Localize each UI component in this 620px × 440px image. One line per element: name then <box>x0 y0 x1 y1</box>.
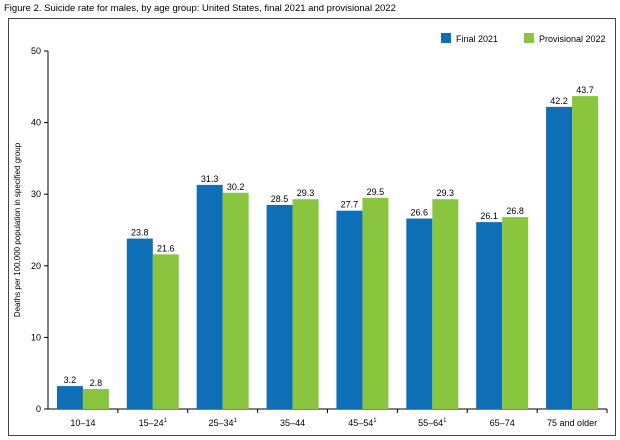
chart-frame <box>8 18 616 436</box>
bar-value-label: 28.5 <box>271 194 289 204</box>
footnote-marker: 1 <box>164 418 168 424</box>
x-tick-label: 55–641 <box>418 418 447 428</box>
bar-value-label: 29.3 <box>297 188 315 198</box>
legend-swatch <box>441 33 451 43</box>
legend-label: Final 2021 <box>456 34 498 44</box>
bar-provisional-2022 <box>432 199 459 409</box>
footnote-marker: 1 <box>443 418 447 424</box>
x-tick-label: 35–44 <box>280 418 305 428</box>
bar-final-2021 <box>266 204 293 409</box>
y-tick-label: 10 <box>31 332 41 342</box>
x-tick-label: 25–341 <box>209 418 238 428</box>
bar-value-label: 2.8 <box>90 378 103 388</box>
bar-provisional-2022 <box>292 199 319 409</box>
bar-provisional-2022 <box>572 96 599 409</box>
legend-label: Provisional 2022 <box>539 34 606 44</box>
bar-provisional-2022 <box>222 192 249 409</box>
bar-value-label: 3.2 <box>64 375 77 385</box>
bar-value-label: 29.5 <box>367 187 385 197</box>
bar-final-2021 <box>476 222 503 409</box>
y-tick-label: 40 <box>31 118 41 128</box>
bar-value-label: 26.1 <box>480 211 498 221</box>
x-axis: 10–14 15–241 25–341 35–44 45–541 55–641 65–74 7… <box>48 408 608 428</box>
bar-final-2021 <box>56 386 83 409</box>
y-tick-label: 0 <box>36 404 41 414</box>
bar-final-2021 <box>546 106 573 410</box>
x-tick-label: 15–241 <box>139 418 168 428</box>
footnote-marker: 1 <box>234 418 238 424</box>
y-tick-label: 20 <box>31 261 41 271</box>
bar-value-label: 26.8 <box>506 206 524 216</box>
y-tick-label: 30 <box>31 189 41 199</box>
bar-final-2021 <box>406 218 433 409</box>
x-tick-label: 10–14 <box>70 418 95 428</box>
legend-swatch <box>524 33 534 43</box>
bar-value-label: 43.7 <box>576 85 594 95</box>
bar-value-label: 26.6 <box>411 208 429 218</box>
bar-value-label: 27.7 <box>341 200 359 210</box>
bar-provisional-2022 <box>152 254 179 409</box>
legend: Final 2021 Provisional 2022 <box>441 33 606 44</box>
bar-final-2021 <box>126 238 153 409</box>
x-tick-label: 65–74 <box>490 418 515 428</box>
bar-provisional-2022 <box>502 217 529 409</box>
y-axis: 0 10 20 30 40 50 <box>31 46 49 414</box>
footnote-marker: 1 <box>373 418 377 424</box>
bar-final-2021 <box>336 210 363 409</box>
x-tick-label: 75 and older <box>547 418 597 428</box>
bar-final-2021 <box>196 184 223 409</box>
figure-title: Figure 2. Suicide rate for males, by age… <box>4 3 396 14</box>
bar-provisional-2022 <box>82 388 109 409</box>
bar-series: 3.2 2.8 23.8 21.6 31.3 30.2 28.5 29.3 27.7 29.5 26… <box>56 85 599 410</box>
y-axis-label: Deaths per 100,000 population in specifi… <box>13 142 22 317</box>
bar-provisional-2022 <box>362 197 389 409</box>
bar-value-label: 42.2 <box>550 96 568 106</box>
bar-value-label: 31.3 <box>201 174 219 184</box>
x-tick-label: 45–541 <box>348 418 377 428</box>
bar-value-label: 30.2 <box>227 182 245 192</box>
bar-value-label: 29.3 <box>437 188 455 198</box>
bar-value-label: 21.6 <box>157 243 175 253</box>
y-tick-label: 50 <box>31 46 41 56</box>
bar-value-label: 23.8 <box>131 228 149 238</box>
